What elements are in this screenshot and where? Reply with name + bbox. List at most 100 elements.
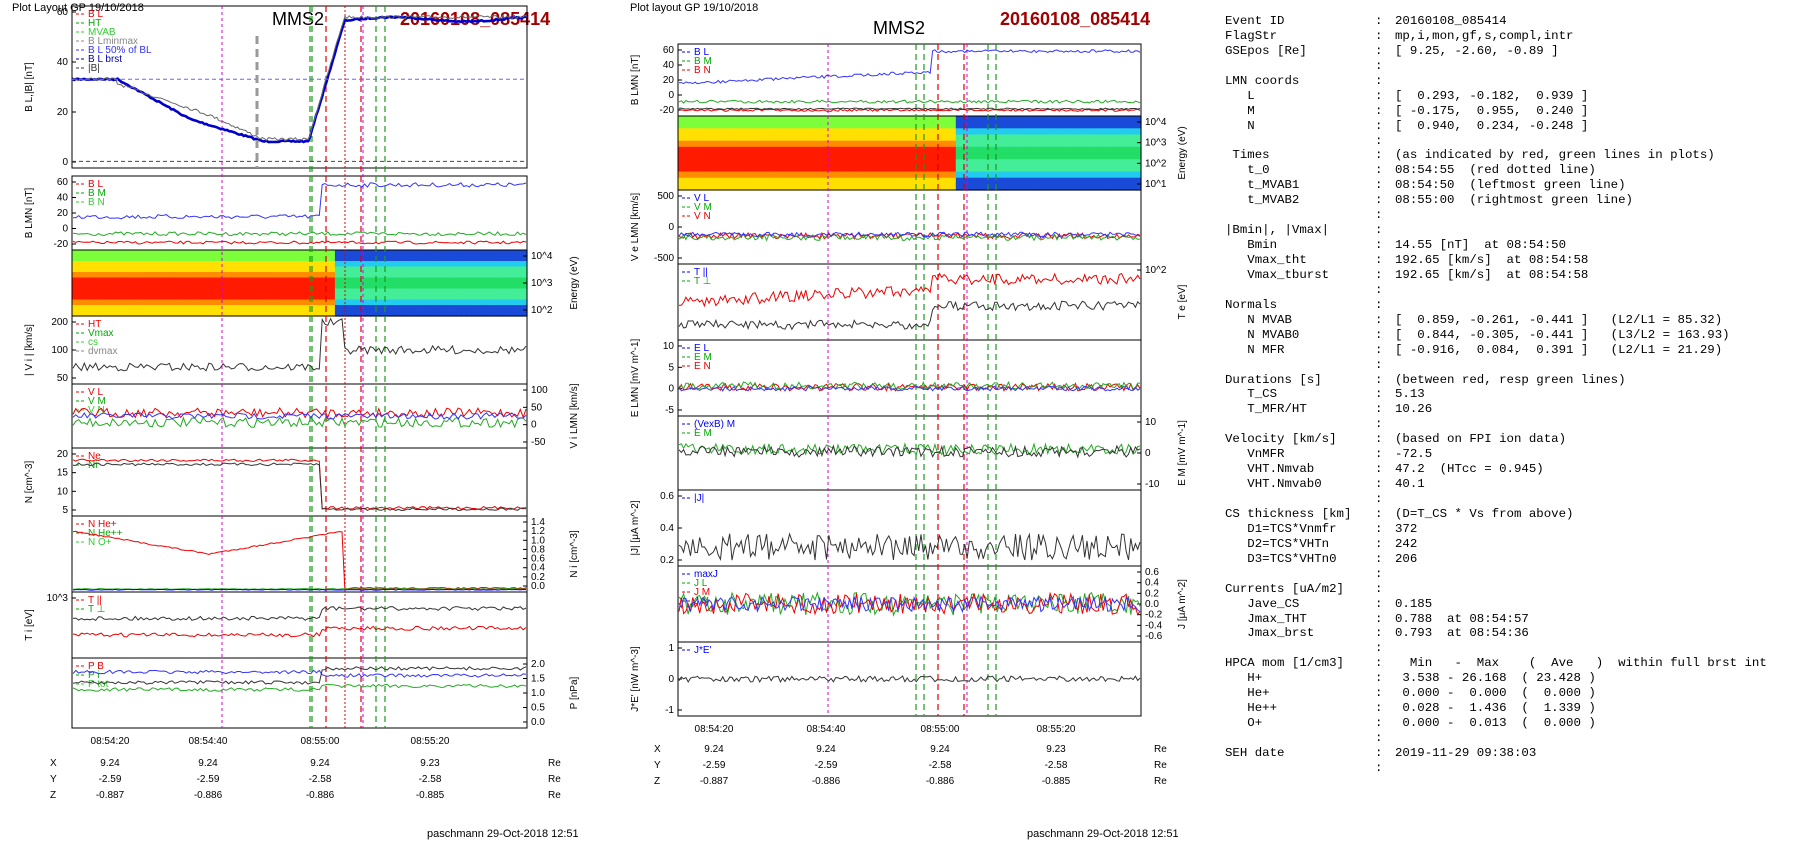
left-panel-1-ytick: 20	[57, 107, 69, 118]
spectrogram-cell	[770, 128, 777, 136]
spectrogram-cell	[218, 266, 225, 273]
spectrogram-cell	[760, 146, 766, 154]
spectrogram-cell	[806, 146, 813, 154]
spectrogram-cell	[703, 177, 710, 185]
spectrogram-cell	[339, 299, 346, 306]
summary-value: 0.793 at 08:54:36	[1395, 626, 1529, 641]
spectrogram-cell	[183, 310, 189, 317]
spectrogram-cell	[780, 146, 787, 154]
spectrogram-cell	[683, 116, 689, 123]
spectrogram-cell	[72, 283, 78, 290]
summary-colon: :	[1375, 342, 1383, 357]
spectrogram-cell	[152, 283, 159, 290]
spectrogram-cell	[724, 140, 730, 148]
spectrogram-cell	[102, 255, 108, 262]
spectrogram-cell	[693, 183, 700, 191]
spectrogram-cell	[909, 165, 916, 173]
spectrogram-cell	[415, 272, 422, 279]
spectrogram-cell	[163, 310, 169, 317]
spectrogram-cell	[400, 305, 407, 312]
spectrogram-cell	[811, 183, 818, 191]
spectrogram-cell	[1027, 122, 1034, 129]
spectrogram-cell	[739, 183, 746, 191]
spectrogram-cell	[1074, 122, 1080, 129]
spectrogram-cell	[248, 272, 255, 279]
spectrogram-cell	[102, 266, 108, 273]
spectrogram-cell	[496, 261, 503, 268]
summary-row: :	[1225, 134, 1767, 149]
spectrogram-cell	[72, 250, 78, 257]
spectrogram-cell	[193, 283, 199, 290]
spectrogram-cell	[734, 122, 741, 129]
mid-panel-3-ylabel: V e LMN [km/s]	[630, 193, 641, 262]
summary-row: O+: 0.000 - 0.013 ( 0.000 )	[1225, 716, 1767, 731]
spectrogram-cell	[796, 165, 802, 173]
spectrogram-cell	[714, 116, 720, 123]
left-panel-7-ytick: 0.2	[531, 572, 545, 583]
spectrogram-cell	[1099, 134, 1106, 142]
spectrogram-cell	[791, 159, 797, 166]
spectrogram-cell	[698, 171, 705, 179]
spectrogram-cell	[914, 153, 921, 160]
spectrogram-cell	[791, 122, 797, 129]
spectrogram-cell	[168, 294, 174, 301]
summary-colon: :	[1375, 267, 1383, 282]
spectrogram-cell	[127, 294, 134, 301]
summary-row: D2=TCS*VHTn:242	[1225, 537, 1767, 552]
spectrogram-cell	[471, 294, 478, 301]
spectrogram-cell	[436, 299, 442, 306]
spectrogram-cell	[122, 250, 129, 257]
spectrogram-cell	[775, 122, 782, 129]
mid-panel-3-frame	[677, 189, 1142, 265]
spectrogram-cell	[945, 146, 952, 154]
spectrogram-cell	[729, 183, 736, 191]
spectrogram-cell	[945, 177, 952, 185]
summary-row: CS thickness [km]: (D=T_CS * Vs from abov…	[1225, 507, 1767, 522]
spectrogram-cell	[365, 283, 371, 290]
spectrogram-cell	[930, 146, 936, 154]
spectrogram-cell	[238, 250, 245, 257]
spectrogram-cell	[899, 153, 905, 160]
spectrogram-cell	[729, 122, 736, 129]
spectrogram-cell	[909, 159, 916, 166]
spectrogram-cell	[319, 283, 326, 290]
spectrogram-cell	[1069, 171, 1075, 179]
spectrogram-cell	[355, 299, 361, 306]
spectrogram-cell	[966, 171, 972, 179]
spectrogram-cell	[847, 153, 854, 160]
series-line	[72, 666, 527, 685]
spectrogram-cell	[997, 159, 1003, 166]
summary-colon: :	[1375, 133, 1383, 148]
spectrogram-cell	[909, 171, 916, 179]
spectrogram-cell	[1125, 159, 1132, 166]
spectrogram-cell	[842, 146, 849, 154]
spectrogram-cell	[350, 261, 356, 268]
spectrogram-cell	[930, 159, 936, 166]
spectrogram-cell	[1043, 177, 1049, 185]
spectrogram-cell	[714, 146, 720, 154]
spectrogram-cell	[395, 310, 402, 317]
spectrogram-cell	[92, 255, 98, 262]
spectrogram-cell	[1094, 153, 1101, 160]
spectrogram-cell	[481, 305, 488, 312]
spectrogram-cell	[289, 277, 296, 284]
summary-key: Currents [uA/m2]	[1225, 581, 1344, 596]
spectrogram-cell	[750, 140, 756, 148]
spectrogram-cell	[420, 277, 427, 284]
spectrogram-cell	[415, 283, 422, 290]
spectrogram-cell	[981, 128, 988, 136]
spectrogram-cell	[734, 159, 741, 166]
left-panel-3-ylabel: Energy (eV)	[569, 256, 580, 309]
spectrogram-cell	[714, 134, 720, 142]
spectrogram-cell	[178, 305, 184, 312]
spectrogram-cell	[734, 183, 741, 191]
spectrogram-cell	[693, 171, 700, 179]
spectrogram-cell	[218, 255, 225, 262]
spectrogram-cell	[1089, 140, 1096, 148]
spectrogram-cell	[511, 266, 518, 273]
spectrogram-cell	[883, 177, 890, 185]
spectrogram-cell	[914, 183, 921, 191]
spectrogram-cell	[92, 310, 98, 317]
spectrogram-cell	[852, 177, 859, 185]
spectrogram-cell	[1135, 183, 1142, 191]
